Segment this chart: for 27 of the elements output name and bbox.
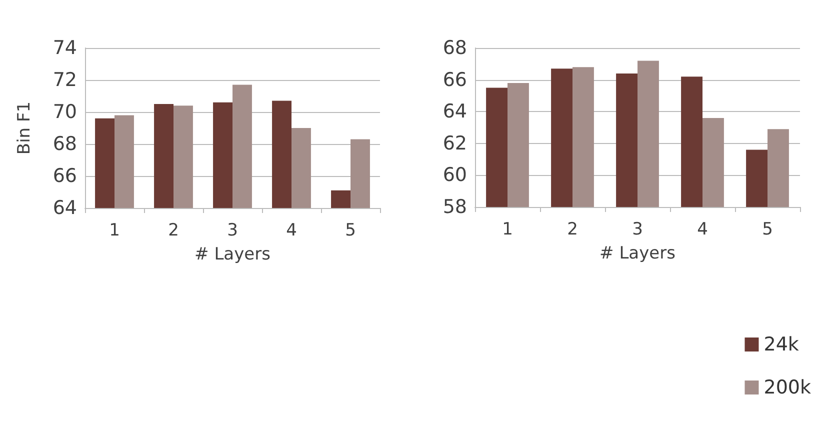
x-tick-label: 4 <box>697 220 708 240</box>
x-tick-label: 1 <box>502 220 513 240</box>
x-tick-label: 1 <box>109 220 120 240</box>
legend-label: 200k <box>764 376 812 398</box>
x-tick-label: 2 <box>168 220 179 240</box>
y-tick-label: 66 <box>442 68 467 91</box>
y-tick-label: 58 <box>442 196 467 218</box>
y-tick-label: 70 <box>52 101 77 123</box>
x-tick-label: 2 <box>567 220 578 240</box>
x-tick-label: 4 <box>286 220 297 240</box>
y-axis-title: Bin F1 <box>14 101 34 155</box>
x-tick-label: 3 <box>632 220 643 240</box>
y-tick-label: 72 <box>52 69 77 91</box>
y-tick-label: 62 <box>442 132 467 154</box>
x-tick-label: 5 <box>345 220 356 240</box>
y-tick-label: 64 <box>442 100 467 123</box>
legend-label: 24k <box>764 334 799 356</box>
y-tick-label: 60 <box>442 164 467 186</box>
y-tick-label: 66 <box>52 165 77 187</box>
y-tick-label: 64 <box>52 197 77 219</box>
y-tick-label: 68 <box>52 133 77 155</box>
x-axis-title: # Layers <box>600 244 676 264</box>
x-tick-label: 5 <box>762 220 773 240</box>
y-tick-label: 68 <box>442 37 467 59</box>
y-tick-label: 74 <box>52 37 77 59</box>
x-tick-label: 3 <box>227 220 238 240</box>
x-axis-title: # Layers <box>194 244 271 264</box>
